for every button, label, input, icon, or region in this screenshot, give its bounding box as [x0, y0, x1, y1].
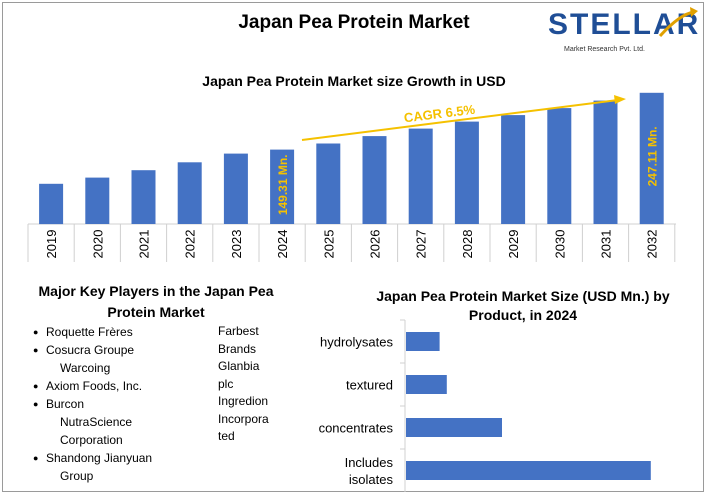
key-player-name: plc — [218, 376, 234, 391]
product-bar-0 — [406, 332, 440, 351]
product-bar-1 — [406, 375, 447, 394]
key-player-name: Glanbia — [218, 359, 260, 373]
growth-tick-label-2026: 2026 — [368, 230, 383, 259]
key-players-title: Major Key Players in the Japan Pea Prote… — [38, 283, 274, 320]
key-player-name: Farbest — [218, 324, 259, 338]
figure-frame — [2, 2, 704, 492]
product-bar-3 — [406, 461, 651, 480]
key-player-name: Roquette Frères — [46, 325, 133, 339]
cagr-arrowhead-icon — [614, 95, 626, 104]
key-player-item: Cosucra Groupe Warcoing — [30, 341, 205, 377]
key-players-list: Roquette Frères Cosucra Groupe Warcoing Axi… — [30, 323, 205, 485]
growth-bar-2030 — [547, 108, 572, 224]
growth-bar-2020 — [85, 177, 110, 224]
growth-bar-2019 — [39, 183, 64, 225]
growth-tick-label-2024: 2024 — [275, 230, 290, 259]
key-player-name: Shandong Jianyuan — [46, 451, 153, 465]
product-category-label: textured — [346, 378, 393, 393]
growth-tick-label-2023: 2023 — [229, 230, 244, 259]
growth-bar-2023 — [223, 153, 248, 224]
product-category-label: Includes — [345, 455, 394, 470]
product-bar-2 — [406, 418, 502, 437]
growth-tick-label-2021: 2021 — [137, 230, 152, 259]
product-category-label: hydrolysates — [320, 335, 393, 350]
logo-arrow-icon — [658, 7, 698, 38]
growth-chart-title: Japan Pea Protein Market size Growth in … — [202, 73, 506, 89]
growth-tick-label-2031: 2031 — [599, 230, 614, 259]
key-player-name: Axiom Foods, Inc. — [46, 379, 143, 393]
key-players-list-continued: Farbest Brands Glanbia plc Ingredion Incorpor… — [218, 323, 278, 446]
key-player-name: Corporation — [60, 433, 123, 447]
growth-tick-label-2020: 2020 — [90, 230, 105, 259]
key-player-name: ted — [218, 429, 235, 443]
key-player-name: Warcoing — [60, 361, 111, 375]
key-player-name: Cosucra Groupe — [46, 343, 135, 357]
growth-bar-2021 — [131, 170, 156, 224]
brand-logo: STELLAR Market Research Pvt. Ltd. — [548, 6, 698, 56]
growth-bar-2032 — [639, 92, 664, 225]
key-player-name: Burcon — [46, 397, 85, 411]
growth-tick-label-2028: 2028 — [460, 230, 475, 259]
logo-tagline: Market Research Pvt. Ltd. — [564, 46, 645, 53]
key-player-item: Burcon NutraScience Corporation — [30, 395, 205, 449]
growth-tick-label-2030: 2030 — [552, 230, 567, 259]
product-category-label: isolates — [349, 472, 394, 487]
growth-bar-2024 — [270, 149, 295, 224]
growth-bar-2031 — [593, 100, 618, 224]
key-player-item: Shandong Jianyuan Group — [30, 449, 205, 485]
growth-bar-2022 — [177, 162, 202, 224]
growth-bar-2029 — [501, 115, 526, 224]
key-player-name: Incorpora — [218, 411, 269, 426]
key-player-item: Roquette Frères — [30, 323, 205, 341]
growth-bar-chart: 2019 2020 2021 2022 2023 2024 2025 2026 2027 2028… — [27, 92, 676, 262]
growth-tick-label-2029: 2029 — [506, 230, 521, 259]
growth-data-label-2032: 247.11 Mn. — [646, 126, 660, 186]
growth-bar-2025 — [316, 143, 341, 224]
growth-tick-label-2025: 2025 — [321, 230, 336, 259]
key-player-name: Group — [60, 469, 94, 483]
key-player-name: Brands — [218, 341, 257, 356]
growth-tick-label-2032: 2032 — [645, 230, 660, 259]
growth-data-label-2024: 149.31 Mn. — [276, 154, 290, 215]
growth-tick-label-2019: 2019 — [44, 230, 59, 259]
growth-tick-label-2027: 2027 — [414, 230, 429, 259]
cagr-trend-arrow — [301, 99, 619, 141]
key-player-name: Ingredion — [218, 394, 269, 408]
product-chart-title: Japan Pea Protein Market Size (USD Mn.) … — [376, 288, 670, 323]
key-player-name: NutraScience — [60, 415, 133, 429]
growth-bar-2028 — [454, 121, 479, 224]
growth-tick-label-2022: 2022 — [183, 230, 198, 259]
growth-bar-2026 — [362, 136, 387, 224]
growth-bar-2027 — [408, 128, 433, 224]
page-title: Japan Pea Protein Market — [238, 12, 470, 33]
product-category-label: concentrates — [319, 421, 394, 436]
key-player-item: Axiom Foods, Inc. — [30, 377, 205, 395]
